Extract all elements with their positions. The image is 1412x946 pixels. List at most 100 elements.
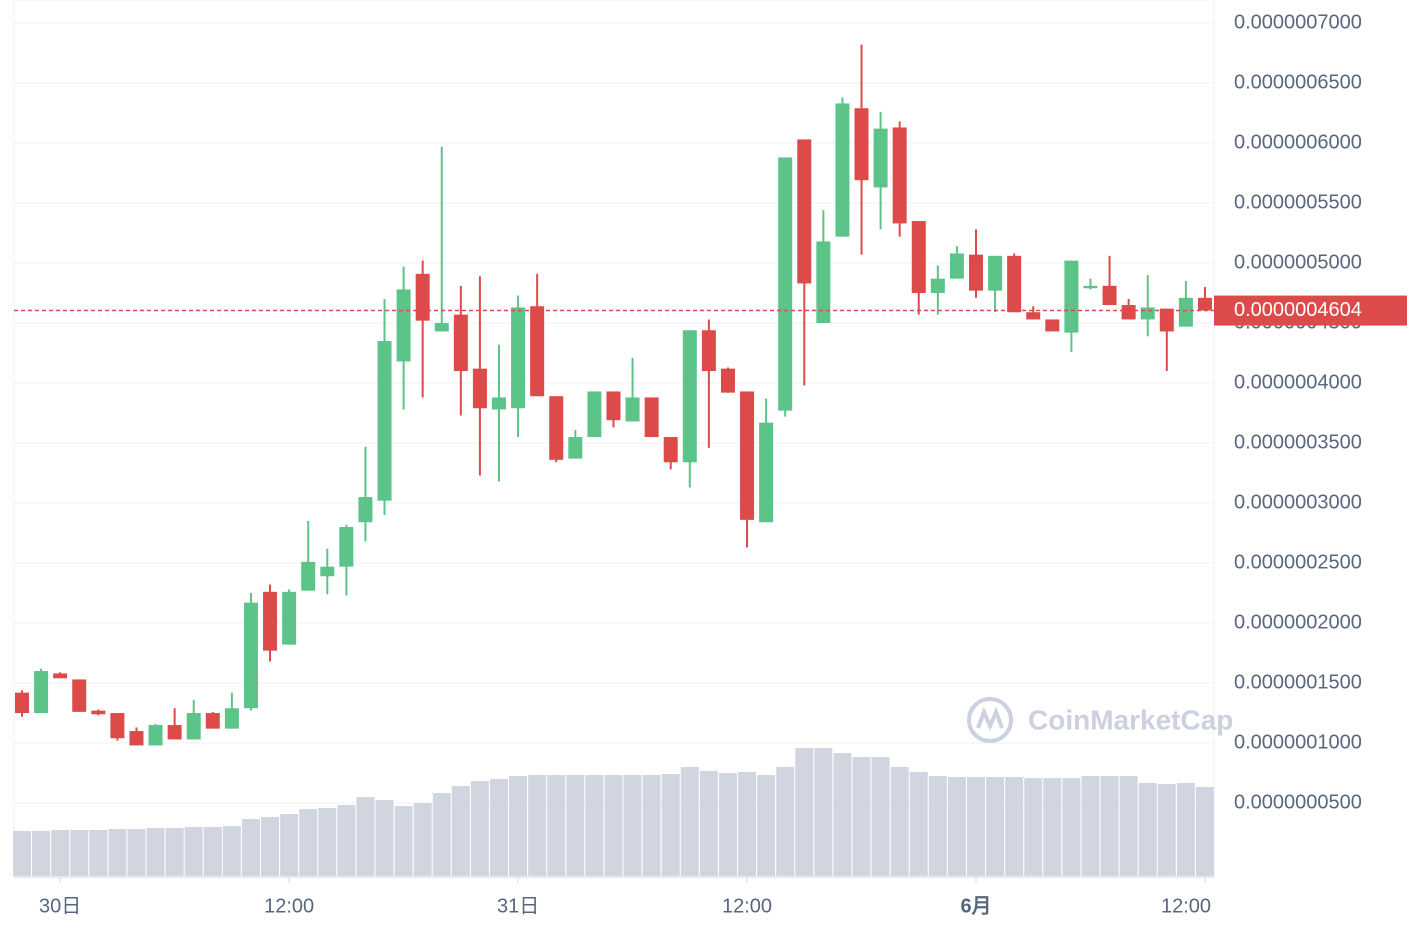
candle-body (740, 391, 755, 520)
candle-body (396, 289, 411, 362)
candle-body (263, 591, 278, 651)
volume-bar (1157, 784, 1176, 876)
volume-bar (852, 757, 871, 876)
volume-bar (967, 777, 985, 876)
y-tick-label: 0.0000007000 (1234, 11, 1362, 33)
volume-bar (814, 748, 833, 876)
volume-bar (70, 830, 89, 876)
volume-bar (623, 775, 642, 876)
candle-body (587, 391, 602, 438)
y-tick-label: 0.0000003500 (1234, 431, 1362, 453)
candle-body (778, 157, 793, 411)
current-price-label: 0.0000004604 (1234, 299, 1362, 321)
y-tick-label: 0.0000003000 (1234, 491, 1362, 513)
candle-body (606, 391, 621, 421)
volume-bar (1081, 776, 1100, 876)
candle-body (434, 323, 449, 332)
volume-bar (241, 819, 260, 876)
volume-bar (738, 772, 757, 876)
volume-bar (661, 774, 680, 876)
volume-bar (947, 777, 966, 876)
candle-body (320, 566, 335, 577)
candle-body (854, 108, 869, 181)
volume-bar (280, 814, 299, 876)
x-tick-label: 12:00 (722, 895, 772, 917)
volume-bar (642, 775, 661, 876)
volume-bar (318, 808, 337, 876)
volume-bar (585, 775, 604, 876)
volume-bar (566, 775, 585, 876)
y-tick-label: 0.0000005500 (1234, 191, 1362, 213)
volume-bar (795, 748, 814, 876)
current-price-box (1214, 295, 1407, 326)
candle-body (167, 725, 182, 740)
candle-body (1178, 297, 1193, 327)
candle-body (492, 397, 506, 410)
volume-bar (928, 776, 947, 876)
y-tick-label: 0.0000001000 (1234, 731, 1362, 753)
plot-frame (13, 0, 1215, 878)
volume-bar (184, 827, 203, 876)
volume-bar (757, 775, 776, 876)
candle-body (969, 254, 983, 291)
candle-body (205, 713, 220, 729)
volume-bar (509, 776, 528, 876)
candle-body (224, 708, 239, 729)
volume-bar (871, 757, 890, 876)
candle-body (186, 713, 201, 740)
volume-bar (1005, 777, 1024, 876)
volume-bar (490, 779, 508, 876)
candle-body (949, 253, 964, 279)
candle-body (1140, 307, 1155, 320)
candle-body (663, 437, 678, 463)
volume-bar (89, 830, 108, 876)
candle-body (701, 330, 716, 372)
volume-bar (1100, 776, 1119, 876)
candle-body (1045, 319, 1060, 332)
candle-body (282, 591, 297, 645)
candle-body (339, 527, 354, 567)
candle-body (110, 713, 125, 739)
volume-bar (32, 831, 51, 876)
y-tick-label: 0.0000002500 (1234, 551, 1362, 573)
volume-bar (699, 771, 718, 876)
volume-bar (528, 775, 547, 876)
y-tick-label: 0.0000005000 (1234, 251, 1362, 273)
candle-body (816, 241, 831, 324)
candle-body (988, 255, 1003, 291)
volume-bar (222, 826, 241, 876)
x-tick-label: 12:00 (1161, 895, 1211, 917)
candle-body (34, 671, 49, 714)
volume-bar (394, 806, 413, 876)
volume-bar (261, 817, 280, 876)
candle-body (1102, 285, 1117, 306)
candle-body (1007, 255, 1022, 313)
volume-bar (1138, 783, 1157, 876)
candle-body (568, 437, 583, 459)
candle-body (797, 139, 812, 284)
candle-body (511, 307, 526, 409)
volume-bar (718, 773, 737, 876)
y-tick-label: 0.0000002000 (1234, 611, 1362, 633)
candle-body (453, 314, 468, 372)
x-tick-label: 30日 (39, 895, 81, 917)
volume-bar (1176, 783, 1195, 876)
volume-bar (203, 827, 222, 876)
volume-bar (375, 800, 394, 876)
volume-bar (604, 775, 623, 876)
volume-bar (909, 772, 928, 876)
volume-bar (451, 786, 470, 876)
volume-bar (470, 781, 489, 876)
volume-bar (547, 775, 566, 876)
candle-body (911, 221, 926, 294)
candle-body (625, 397, 640, 422)
watermark-logo (967, 697, 1013, 743)
y-tick-label: 0.0000000500 (1234, 791, 1362, 813)
candle-body (148, 725, 163, 746)
volume-bar (1043, 778, 1062, 876)
candle-body (1159, 308, 1174, 332)
x-tick-label: 6月 (960, 895, 991, 917)
volume-bar (299, 809, 318, 876)
candle-body (1083, 285, 1098, 289)
